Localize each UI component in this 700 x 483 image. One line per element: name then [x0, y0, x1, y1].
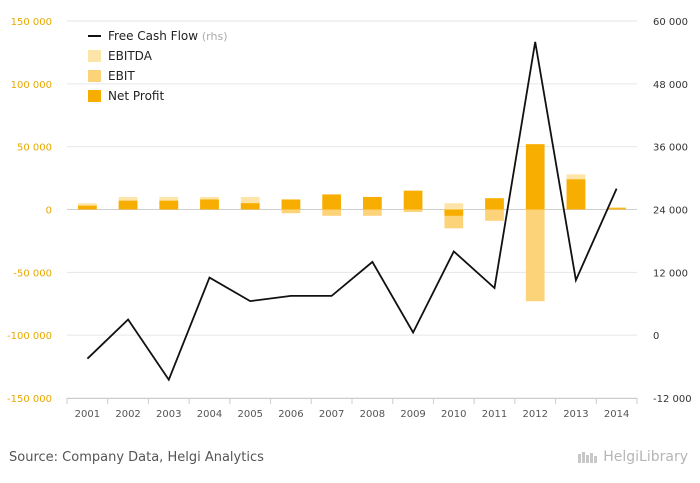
- brand-logo: HelgiLibrary: [577, 449, 688, 465]
- bar-net-profit: [240, 203, 260, 210]
- legend-label-ebit: EBIT: [108, 69, 135, 83]
- bar-net-profit: [485, 198, 504, 210]
- x-tick-label: 2013: [563, 409, 588, 420]
- legend-label-ebitda: EBITDA: [108, 49, 153, 63]
- x-tick-label: 2008: [360, 409, 385, 420]
- left-tick-label: 100 000: [11, 80, 52, 91]
- x-tick-label: 2001: [75, 409, 100, 420]
- bar-net-profit: [362, 196, 382, 210]
- bar-ebit: [525, 209, 545, 302]
- x-tick-label: 2014: [604, 409, 629, 420]
- axes: -150 000 -100 000 -50 000 0 50 000 100 000 150…: [7, 17, 692, 420]
- bar-net-profit: [525, 144, 545, 210]
- left-tick-label: -50 000: [13, 268, 52, 279]
- legend: Free Cash Flow (rhs) EBITDA EBIT Net Profit: [88, 29, 228, 103]
- x-tick-label: 2003: [156, 409, 181, 420]
- left-tick-label: -150 000: [7, 394, 52, 405]
- x-tick-label: 2012: [522, 409, 547, 420]
- line-free-cash-flow: [86, 41, 618, 382]
- bar-net-profit: [403, 190, 423, 210]
- left-tick-label: 50 000: [17, 143, 52, 154]
- bar-net-profit: [118, 200, 138, 210]
- x-tick-label: 2002: [115, 409, 140, 420]
- legend-label-net-profit: Net Profit: [108, 89, 164, 103]
- legend-swatch-ebitda: [88, 50, 101, 62]
- left-tick-label: 150 000: [11, 17, 52, 28]
- left-tick-label: 0: [46, 206, 52, 217]
- brand-name: HelgiLibrary: [603, 449, 688, 465]
- legend-rhs-suffix: (rhs): [202, 30, 228, 43]
- bar-ebit: [362, 209, 382, 216]
- legend-swatch-net-profit: [88, 90, 101, 102]
- bar-ebit: [322, 209, 342, 216]
- x-tick-label: 2006: [278, 409, 303, 420]
- right-tick-label: 60 000: [653, 17, 688, 28]
- left-tick-label: -100 000: [7, 331, 52, 342]
- bar-net-profit: [444, 209, 464, 216]
- legend-label-free-cash-flow: Free Cash Flow (rhs): [108, 29, 228, 43]
- x-tick-label: 2007: [319, 409, 344, 420]
- source-note: Source: Company Data, Helgi Analytics: [9, 450, 264, 465]
- free-cash-flow-line: [86, 41, 618, 382]
- bar-net-profit: [607, 208, 627, 210]
- right-tick-label: 48 000: [653, 80, 688, 91]
- bar-net-profit: [77, 205, 97, 210]
- bar-net-profit: [200, 199, 219, 210]
- right-tick-label: 24 000: [653, 206, 688, 217]
- bar-net-profit: [281, 199, 301, 210]
- bar-ebit: [281, 209, 301, 214]
- x-tick-label: 2004: [197, 409, 222, 420]
- bar-ebitda: [444, 203, 464, 210]
- bar-ebit: [485, 209, 504, 221]
- right-tick-label: 12 000: [653, 268, 688, 279]
- bar-net-profit: [566, 179, 586, 210]
- bar-net-profit: [322, 194, 342, 210]
- library-icon: [578, 452, 598, 463]
- x-tick-label: 2010: [441, 409, 466, 420]
- x-tick-label: 2005: [237, 409, 262, 420]
- right-tick-label: 0: [653, 331, 659, 342]
- bar-net-profit: [159, 200, 179, 210]
- grid-lines: [67, 20, 637, 399]
- chart: -150 000 -100 000 -50 000 0 50 000 100 000 150…: [7, 17, 692, 420]
- bar-ebit: [403, 209, 423, 213]
- right-tick-label: -12 000: [653, 394, 692, 405]
- bar-series: [77, 144, 627, 302]
- x-tick-label: 2011: [482, 409, 507, 420]
- x-tick-label: 2009: [400, 409, 425, 420]
- legend-swatch-ebit: [88, 70, 101, 82]
- right-tick-label: 36 000: [653, 143, 688, 154]
